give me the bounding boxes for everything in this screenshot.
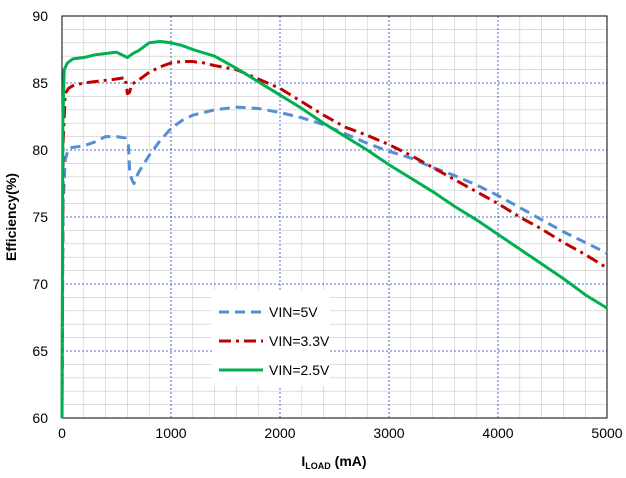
legend-item-vin3-3: VIN=3.3V [219, 333, 330, 349]
legend: VIN=5V VIN=3.3V VIN=2.5V [212, 290, 330, 386]
x-tick-label: 3000 [373, 425, 404, 441]
x-tick-label: 1000 [155, 425, 186, 441]
y-tick-label: 70 [32, 276, 48, 292]
x-axis-title: ILOAD (mA) [301, 453, 366, 471]
x-tick-label: 5000 [591, 425, 622, 441]
x-axis-title-unit: (mA) [331, 453, 367, 469]
series-line-vin-2-5v [60, 39, 608, 419]
y-tick-labels: 60 65 70 75 80 85 90 [32, 8, 48, 426]
y-tick-label: 85 [32, 75, 48, 91]
y-tick-label: 60 [32, 410, 48, 426]
x-tick-label: 4000 [482, 425, 513, 441]
series-line-vin-5v [60, 105, 608, 419]
legend-label-vin3-3: VIN=3.3V [269, 333, 330, 349]
x-tick-label: 2000 [264, 425, 295, 441]
x-tick-labels: 0 1000 2000 3000 4000 5000 [58, 425, 623, 441]
y-axis-title: Efficiency(%) [3, 173, 19, 261]
y-tick-label: 80 [32, 142, 48, 158]
legend-label-vin5: VIN=5V [269, 304, 318, 320]
y-tick-label: 75 [32, 209, 48, 225]
legend-label-vin2-5: VIN=2.5V [269, 362, 330, 378]
series-layer [60, 39, 608, 419]
legend-item-vin5: VIN=5V [219, 304, 318, 320]
x-axis-title-main: I [301, 453, 305, 469]
legend-item-vin2-5: VIN=2.5V [219, 362, 330, 378]
x-tick-label: 0 [58, 425, 66, 441]
x-axis-title-subscript: LOAD [305, 461, 331, 471]
y-tick-label: 90 [32, 8, 48, 24]
y-tick-label: 65 [32, 343, 48, 359]
series-line-vin-3-3v [60, 60, 608, 419]
